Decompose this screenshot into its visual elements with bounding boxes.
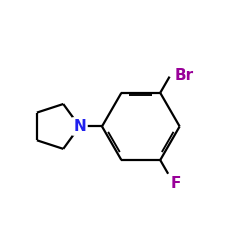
Text: F: F (171, 176, 181, 191)
Text: N: N (73, 119, 86, 134)
Text: Br: Br (175, 68, 194, 83)
